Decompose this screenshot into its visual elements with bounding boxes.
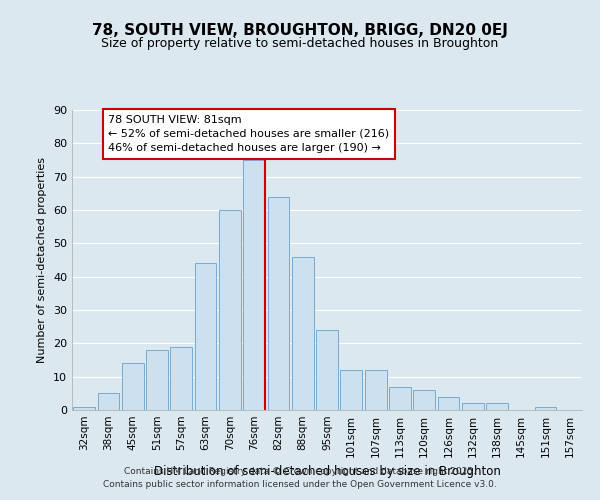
Text: Size of property relative to semi-detached houses in Broughton: Size of property relative to semi-detach… [101,38,499,51]
Text: 78 SOUTH VIEW: 81sqm
← 52% of semi-detached houses are smaller (216)
46% of semi: 78 SOUTH VIEW: 81sqm ← 52% of semi-detac… [109,115,389,153]
Bar [122,364,143,410]
Text: 78, SOUTH VIEW, BROUGHTON, BRIGG, DN20 0EJ: 78, SOUTH VIEW, BROUGHTON, BRIGG, DN20 0… [92,22,508,38]
Bar [413,390,435,410]
Bar [73,406,95,410]
Text: Contains public sector information licensed under the Open Government Licence v3: Contains public sector information licen… [103,480,497,489]
Bar [535,406,556,410]
Bar [437,396,460,410]
Bar [316,330,338,410]
Bar [243,160,265,410]
Bar [170,346,192,410]
Bar [268,196,289,410]
Text: Contains HM Land Registry data © Crown copyright and database right 2025.: Contains HM Land Registry data © Crown c… [124,468,476,476]
X-axis label: Distribution of semi-detached houses by size in Broughton: Distribution of semi-detached houses by … [154,466,500,478]
Bar [340,370,362,410]
Bar [146,350,168,410]
Bar [389,386,411,410]
Bar [97,394,119,410]
Bar [486,404,508,410]
Bar [292,256,314,410]
Bar [365,370,386,410]
Bar [219,210,241,410]
Bar [462,404,484,410]
Y-axis label: Number of semi-detached properties: Number of semi-detached properties [37,157,47,363]
Bar [194,264,217,410]
